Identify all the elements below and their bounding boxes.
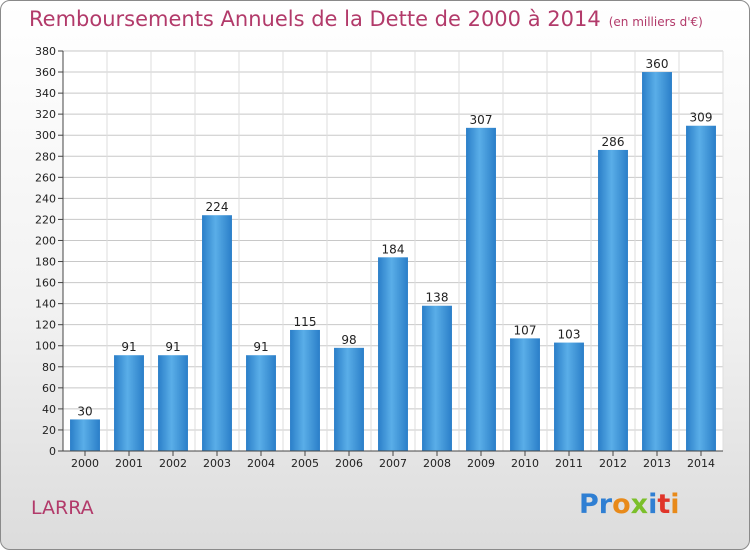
data-label: 286 bbox=[602, 135, 625, 149]
chart-title-text: Remboursements Annuels de la Dette de 20… bbox=[29, 7, 601, 31]
bar bbox=[686, 125, 716, 451]
x-tick-label: 2004 bbox=[247, 457, 275, 470]
logo-part: t bbox=[657, 489, 671, 520]
y-tick-label: 220 bbox=[35, 213, 56, 226]
data-label: 103 bbox=[558, 328, 581, 342]
data-label: 224 bbox=[206, 200, 229, 214]
commune-name: LARRA bbox=[31, 497, 94, 519]
y-tick-label: 160 bbox=[35, 277, 56, 290]
logo-part: o bbox=[612, 489, 631, 520]
y-tick-label: 120 bbox=[35, 319, 56, 332]
y-tick-label: 60 bbox=[42, 382, 56, 395]
x-tick-label: 2006 bbox=[335, 457, 363, 470]
data-label: 98 bbox=[341, 333, 356, 347]
y-tick-label: 280 bbox=[35, 150, 56, 163]
bar bbox=[510, 338, 540, 451]
y-tick-label: 360 bbox=[35, 66, 56, 79]
x-tick-label: 2000 bbox=[71, 457, 99, 470]
x-tick-label: 2002 bbox=[159, 457, 187, 470]
y-tick-label: 180 bbox=[35, 256, 56, 269]
y-tick-label: 240 bbox=[35, 192, 56, 205]
y-tick-label: 100 bbox=[35, 340, 56, 353]
x-tick-label: 2007 bbox=[379, 457, 407, 470]
chart-unit: (en milliers d'€) bbox=[608, 15, 703, 29]
data-label: 91 bbox=[165, 340, 180, 354]
x-tick-label: 2003 bbox=[203, 457, 231, 470]
y-tick-label: 260 bbox=[35, 171, 56, 184]
x-tick-label: 2005 bbox=[291, 457, 319, 470]
bar bbox=[554, 342, 584, 451]
y-tick-label: 80 bbox=[42, 361, 56, 374]
data-label: 30 bbox=[77, 404, 92, 418]
y-tick-label: 340 bbox=[35, 87, 56, 100]
bar bbox=[70, 419, 100, 451]
data-label: 115 bbox=[294, 315, 317, 329]
bar bbox=[158, 355, 188, 451]
y-tick-label: 0 bbox=[49, 445, 56, 458]
bar bbox=[334, 347, 364, 451]
data-label: 309 bbox=[690, 111, 713, 125]
y-tick-label: 320 bbox=[35, 108, 56, 121]
data-label: 91 bbox=[253, 340, 268, 354]
data-label: 360 bbox=[646, 57, 669, 71]
bar bbox=[202, 215, 232, 451]
data-label: 184 bbox=[382, 242, 405, 256]
logo-part: i bbox=[670, 489, 680, 520]
y-tick-label: 40 bbox=[42, 403, 56, 416]
y-tick-label: 300 bbox=[35, 129, 56, 142]
bar bbox=[642, 72, 672, 451]
bar bbox=[598, 149, 628, 451]
y-tick-label: 200 bbox=[35, 234, 56, 247]
chart-title: Remboursements Annuels de la Dette de 20… bbox=[29, 7, 703, 31]
data-label: 91 bbox=[121, 340, 136, 354]
bar bbox=[378, 257, 408, 451]
x-tick-label: 2011 bbox=[555, 457, 583, 470]
data-label: 138 bbox=[426, 291, 449, 305]
x-tick-label: 2010 bbox=[511, 457, 539, 470]
bar bbox=[246, 355, 276, 451]
x-tick-label: 2009 bbox=[467, 457, 495, 470]
bar bbox=[290, 329, 320, 451]
bar bbox=[422, 305, 452, 451]
x-tick-label: 2012 bbox=[599, 457, 627, 470]
x-tick-label: 2001 bbox=[115, 457, 143, 470]
proxiti-logo: Proxiti bbox=[579, 489, 680, 520]
bar bbox=[114, 355, 144, 451]
bar bbox=[466, 127, 496, 451]
x-tick-label: 2013 bbox=[643, 457, 671, 470]
logo-part: Pr bbox=[579, 489, 613, 520]
y-tick-label: 20 bbox=[42, 424, 56, 437]
data-label: 107 bbox=[514, 323, 537, 337]
x-tick-label: 2008 bbox=[423, 457, 451, 470]
y-tick-label: 140 bbox=[35, 298, 56, 311]
y-tick-label: 380 bbox=[35, 45, 56, 58]
x-tick-label: 2014 bbox=[687, 457, 715, 470]
logo-part: x bbox=[630, 489, 649, 520]
data-label: 307 bbox=[470, 113, 493, 127]
logo-part: i bbox=[648, 489, 658, 520]
